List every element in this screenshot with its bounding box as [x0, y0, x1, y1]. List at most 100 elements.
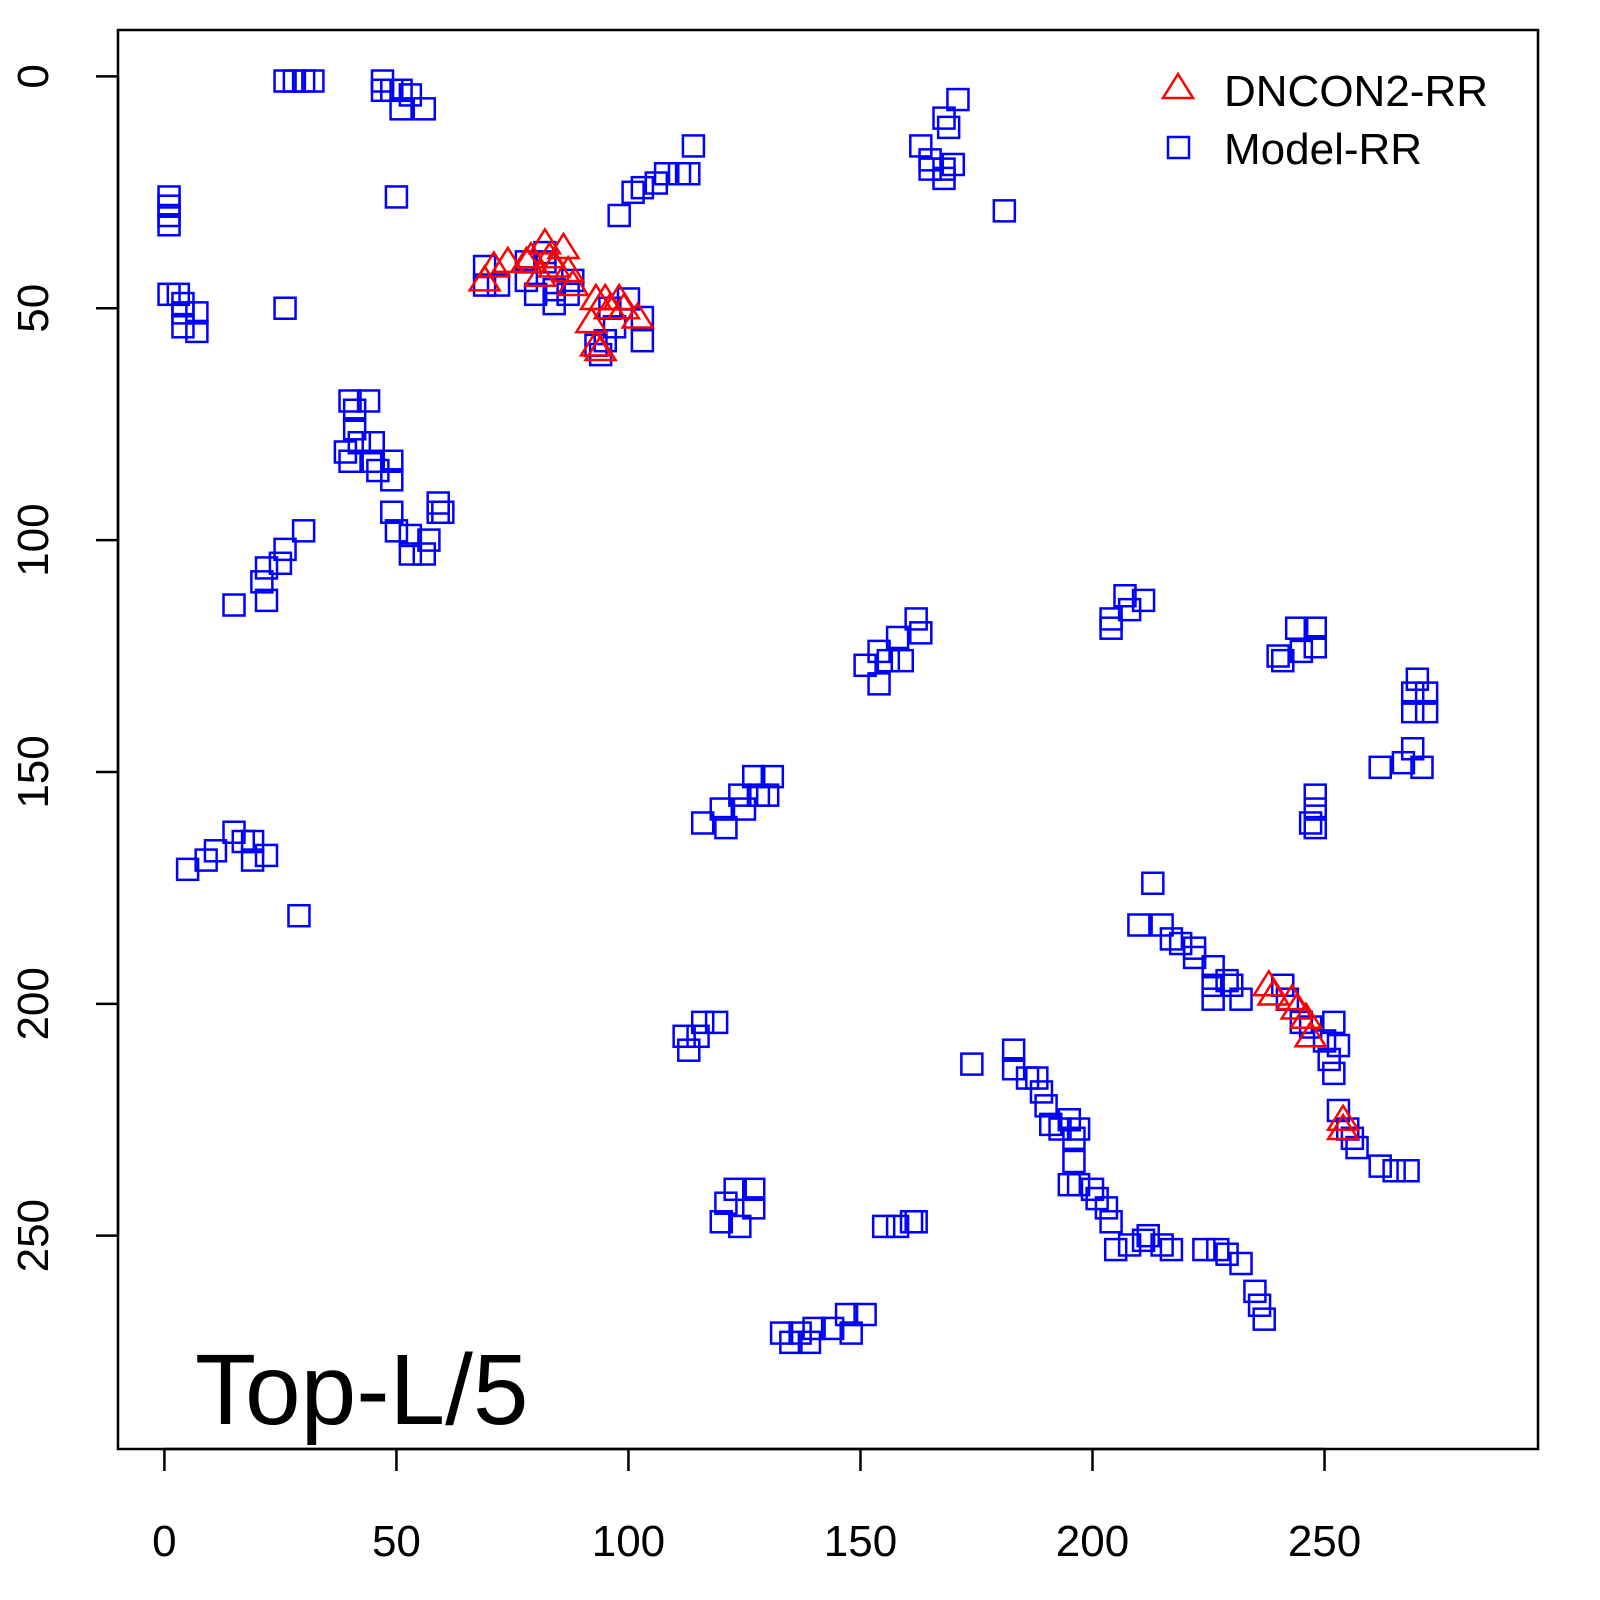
y-tick-label: 150 [9, 735, 58, 808]
x-tick-label: 50 [372, 1517, 421, 1566]
model-rr-point [250, 570, 274, 594]
model-rr-point [486, 273, 511, 297]
model-rr-point [1303, 815, 1328, 840]
model-rr-point [203, 839, 228, 863]
model-rr-point [732, 797, 757, 821]
model-rr-point [876, 648, 901, 673]
model-rr-point [992, 199, 1017, 223]
model-rr-point [254, 556, 279, 580]
model-rr-point [1141, 871, 1165, 896]
model-rr-point [839, 1321, 863, 1345]
model-rr-point [1317, 1047, 1341, 1072]
model-rr-point [690, 811, 715, 835]
dncon2-rr-point [509, 245, 544, 274]
model-rr-point [1034, 1094, 1058, 1118]
model-rr-point [1201, 987, 1225, 1011]
model-rr-point [1159, 1237, 1184, 1262]
model-rr-point [356, 389, 381, 413]
model-rr-point [254, 843, 279, 868]
x-tick-label: 0 [152, 1517, 176, 1566]
model-rr-point [1382, 1159, 1406, 1183]
legend-square-icon [1166, 135, 1191, 160]
model-rr-point [820, 1316, 845, 1341]
model-rr-point [1396, 1159, 1420, 1183]
dncon2-rr-point [574, 305, 609, 334]
model-rr-point [885, 1214, 910, 1239]
model-rr-point [853, 1302, 877, 1327]
dncon2-rr-point [578, 328, 614, 357]
model-rr-point [686, 1024, 710, 1049]
model-rr-point [1400, 699, 1425, 724]
model-rr-point [834, 1302, 859, 1327]
model-rr-point [742, 1196, 766, 1220]
model-rr-point [1303, 635, 1328, 659]
legend: DNCON2-RR Model-RR [1160, 67, 1488, 174]
y-tick-label: 100 [9, 503, 58, 576]
dncon2-rr-point [536, 250, 572, 278]
model-rr-point [1201, 954, 1225, 979]
model-rr-point [273, 296, 297, 320]
dncon2-rr-point [555, 268, 591, 297]
model-rr-point [273, 537, 297, 562]
dncon2-rr-point [550, 254, 586, 283]
model-rr-point [1414, 699, 1439, 724]
model-rr-point [1025, 1066, 1049, 1090]
model-rr-point [291, 519, 316, 543]
model-rr-point [240, 829, 265, 854]
dncon2-rr-point [527, 226, 563, 255]
model-rr-point [1400, 681, 1425, 705]
model-rr-point [1131, 588, 1156, 613]
model-rr-point [630, 328, 655, 353]
y-tick-label: 50 [9, 284, 58, 333]
model-rr-point [742, 1177, 766, 1202]
x-tick-label: 200 [1056, 1517, 1129, 1566]
model-rr-point [709, 1210, 734, 1234]
model-rr-point [1414, 681, 1439, 705]
model-rr-point [714, 815, 738, 840]
model-rr-point [802, 1316, 826, 1341]
model-rr-point [690, 1010, 715, 1035]
model-rr-point [1303, 616, 1328, 640]
model-rr-point [431, 500, 455, 525]
model-rr-point [728, 783, 752, 807]
model-rr-point [1131, 1228, 1156, 1253]
model-rr-point [1303, 797, 1328, 821]
model-rr-point [760, 764, 785, 789]
model-rr-point [909, 621, 933, 645]
model-rr-point [1391, 750, 1416, 775]
dncon2-rr-point [1293, 1019, 1328, 1048]
dncon2-rr-point [513, 240, 549, 269]
x-axis: 0 50 100 150 200 250 [152, 1447, 1361, 1566]
dncon2-rr-point [523, 259, 558, 288]
model-rr-point [904, 1210, 928, 1234]
model-rr-point [677, 162, 701, 186]
model-rr-point [1284, 616, 1309, 640]
model-rr-point [398, 542, 423, 566]
model-rr-point [523, 282, 548, 307]
model-rr-point [1289, 639, 1314, 664]
model-rr-point [946, 87, 970, 112]
dncon2-rr-point [467, 264, 502, 292]
model-rr-point [1322, 1061, 1346, 1086]
model-rr-point [1298, 811, 1323, 835]
model-rr-point [185, 301, 209, 325]
model-rr-point [853, 653, 877, 678]
model-rr-point [797, 1330, 822, 1355]
model-rr-point [936, 115, 961, 140]
model-rr-point [171, 315, 195, 339]
model-rr-point [254, 588, 279, 613]
model-rr-point [1201, 973, 1225, 998]
model-rr-point [607, 203, 631, 228]
model-rr-point [1103, 1237, 1128, 1262]
legend-label-model: Model-RR [1224, 125, 1422, 174]
model-rr-point [1127, 913, 1151, 937]
model-rr-point [417, 528, 441, 552]
annotation-top-l5: Top-L/5 [195, 1334, 529, 1446]
model-rr-point [904, 607, 928, 631]
model-rr-point [899, 1210, 924, 1234]
model-rr-point [1243, 1279, 1267, 1304]
model-rr-point [704, 1010, 729, 1035]
model-rr-point [932, 166, 956, 191]
model-rr-point [347, 430, 372, 455]
model-rr-point [389, 97, 413, 121]
